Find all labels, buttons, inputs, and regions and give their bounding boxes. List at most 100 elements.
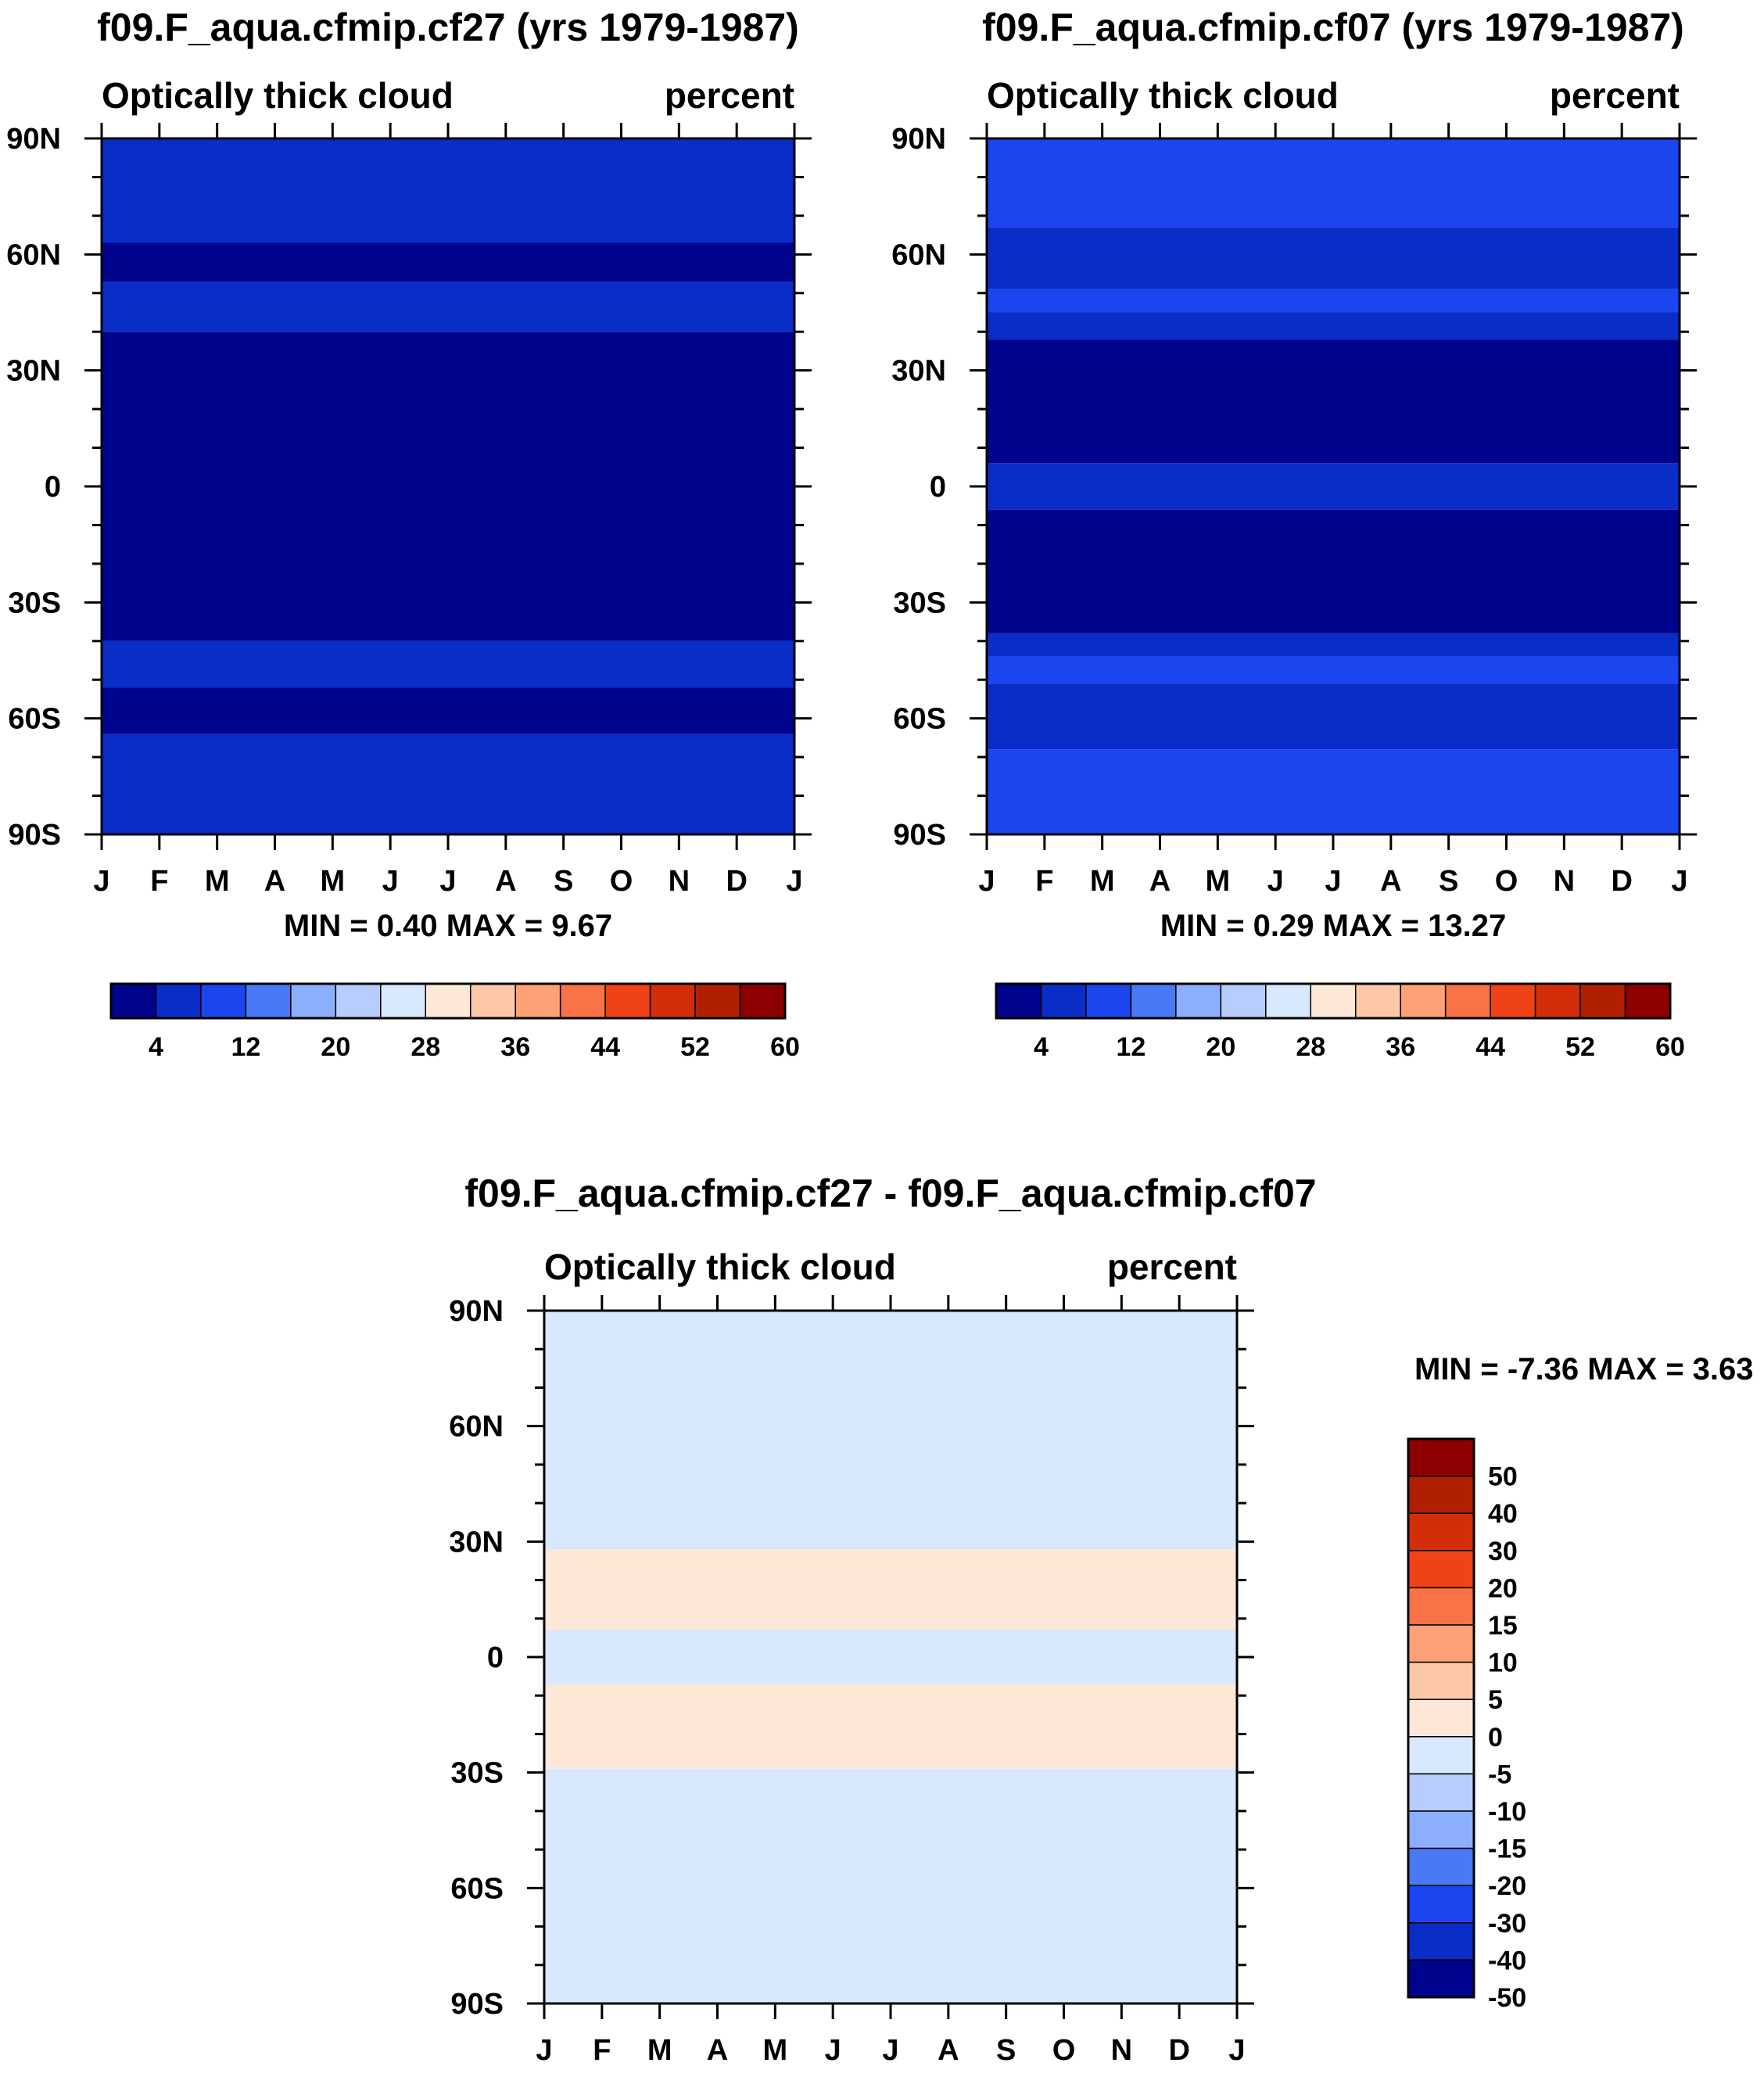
contour-band [544, 1630, 1237, 1684]
colorbar-box [739, 983, 786, 1019]
colorbar-box [1534, 983, 1581, 1019]
y-tick-label: 90N [449, 1295, 504, 1328]
y-tick-label: 90N [6, 123, 61, 156]
colorbar-label: 36 [500, 1032, 530, 1062]
x-tick-label: J [439, 865, 456, 898]
contour-band [987, 339, 1680, 464]
colorbar-box [290, 983, 337, 1019]
colorbar-box [200, 983, 247, 1019]
colorbar-label: -15 [1488, 1835, 1526, 1864]
x-tick-label: J [978, 865, 995, 898]
x-tick-label: S [554, 865, 573, 898]
colorbar-box [1490, 983, 1536, 1019]
colorbar-box [1407, 1587, 1475, 1626]
contour-band [102, 734, 794, 834]
y-tick-label: 90S [450, 1988, 504, 2021]
x-tick-label: J [1228, 2034, 1245, 2067]
colorbar-box [1407, 1438, 1475, 1477]
x-tick-label: J [1267, 865, 1284, 898]
x-tick-label: S [1439, 865, 1458, 898]
colorbar: 4 12 20 28 36 44 52 60 [109, 982, 800, 1062]
colorbar-box [1407, 1959, 1475, 1998]
colorbar-label: -40 [1488, 1946, 1526, 1975]
colorbar-label: -10 [1488, 1797, 1526, 1827]
contour-band [987, 656, 1680, 684]
y-tick-label: 30S [450, 1757, 504, 1790]
colorbar-label: -50 [1488, 1983, 1526, 2013]
chart-panel-2: f09.F_aqua.cfmip.cf07 (yrs 1979-1987) Opt… [891, 5, 1697, 1062]
colorbar-box [245, 983, 292, 1019]
colorbar-box [1407, 1736, 1475, 1775]
colorbar-box [1407, 1773, 1475, 1812]
colorbar-box [559, 983, 606, 1019]
contour-band [102, 242, 794, 282]
colorbar-label: 36 [1386, 1032, 1415, 1062]
contour-band [102, 687, 794, 734]
x-tick-label: J [1671, 865, 1687, 898]
x-tick-label: M [647, 2034, 672, 2067]
min-max-label: MIN = -7.36 MAX = 3.63 [1414, 1352, 1754, 1386]
colorbar-box [649, 983, 696, 1019]
chart-title: f09.F_aqua.cfmip.cf27 (yrs 1979-1987) [97, 5, 799, 49]
colorbar-box [604, 983, 651, 1019]
contour-band [544, 1311, 1237, 1550]
colorbar-box [1265, 983, 1312, 1019]
colorbar-label: -30 [1488, 1909, 1526, 1939]
colorbar-box [1130, 983, 1177, 1019]
contour-band [102, 138, 794, 243]
colorbar-label: 52 [1565, 1032, 1595, 1062]
y-tick-label: 30N [891, 355, 946, 388]
x-tick-label: A [264, 865, 285, 898]
colorbar-label: 28 [411, 1032, 440, 1062]
y-tick-label: 90S [8, 819, 61, 852]
min-max-label: MIN = 0.29 MAX = 13.27 [1160, 909, 1506, 943]
colorbar-box [1579, 983, 1626, 1019]
colorbar-frame [1407, 1437, 1475, 1999]
colorbar-box [155, 983, 202, 1019]
colorbar-label: 0 [1488, 1723, 1503, 1752]
x-tick-label: J [536, 2034, 552, 2067]
colorbar-box [1310, 983, 1357, 1019]
colorbar-box [1407, 1810, 1475, 1849]
y-tick-label: 0 [45, 471, 61, 504]
contour-band [987, 749, 1680, 834]
colorbar-frame [995, 982, 1672, 1020]
colorbar-box [1040, 983, 1087, 1019]
colorbar-box [1407, 1624, 1475, 1663]
x-tick-label: D [1168, 2034, 1189, 2067]
colorbar-label: 60 [1655, 1032, 1685, 1062]
colorbar-box [1407, 1699, 1475, 1738]
contour-band [987, 312, 1680, 340]
contour-band [544, 1684, 1237, 1769]
colorbar-label: 52 [680, 1032, 710, 1062]
x-tick-label: A [495, 865, 516, 898]
units-label: percent [1550, 75, 1680, 116]
contour-band [987, 683, 1680, 750]
colorbar-box [995, 983, 1042, 1019]
colorbar-box [514, 983, 561, 1019]
x-tick-label: O [1052, 2034, 1076, 2067]
chart-panel-3: f09.F_aqua.cfmip.cf27 - f09.F_aqua.cfmip… [449, 1171, 1753, 2067]
chart-panel-1: f09.F_aqua.cfmip.cf27 (yrs 1979-1987) Opt… [6, 5, 812, 1062]
y-tick-label: 60N [6, 239, 61, 271]
colorbar-box [335, 983, 382, 1019]
colorbar-box [1354, 983, 1401, 1019]
y-tick-label: 30N [449, 1526, 504, 1559]
x-tick-label: M [321, 865, 346, 898]
colorbar-box [1407, 1475, 1475, 1514]
colorbar-box [425, 983, 471, 1019]
colorbar-box [694, 983, 741, 1019]
contour-band [544, 1549, 1237, 1630]
contour-band [987, 463, 1680, 510]
contour-band [987, 138, 1680, 228]
y-tick-label: 60N [449, 1411, 504, 1444]
contour-band [987, 633, 1680, 657]
colorbar-label: 28 [1296, 1032, 1325, 1062]
colorbar-label: 4 [149, 1032, 163, 1062]
chart-title: f09.F_aqua.cfmip.cf07 (yrs 1979-1987) [982, 5, 1684, 49]
x-tick-label: J [1325, 865, 1341, 898]
contour-band [102, 332, 794, 641]
colorbar-label: 20 [1488, 1573, 1518, 1603]
colorbar-label: 40 [1488, 1499, 1518, 1529]
